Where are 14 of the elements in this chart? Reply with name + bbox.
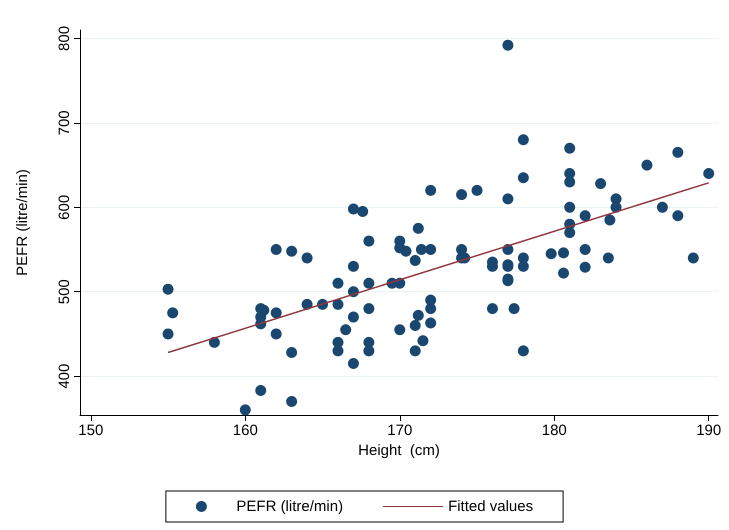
y-tick-label: 600: [56, 194, 73, 220]
legend-label: PEFR (litre/min): [236, 498, 344, 515]
x-tick-label: 190: [696, 422, 722, 439]
x-tick-label: 180: [542, 422, 567, 439]
x-tick-label: 170: [387, 422, 412, 439]
y-tick-label: 400: [56, 364, 73, 389]
y-tick-label: 700: [56, 110, 73, 136]
x-tick-label: 160: [232, 422, 258, 439]
y-axis-title: PEFR (litre/min): [14, 169, 31, 276]
y-tick-label: 800: [56, 26, 73, 51]
x-tick-label: 150: [78, 422, 104, 439]
legend-label: Fitted values: [448, 498, 534, 515]
x-axis-title: Height (cm): [358, 442, 440, 459]
y-tick-label: 500: [56, 279, 73, 304]
